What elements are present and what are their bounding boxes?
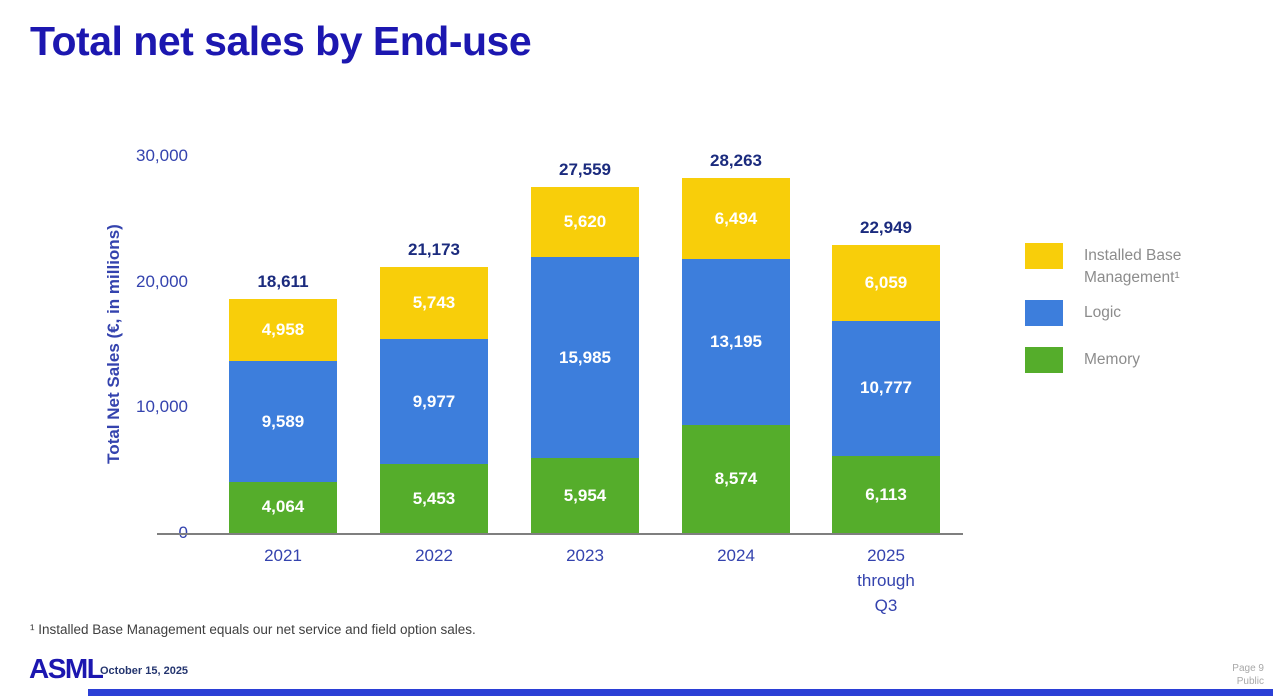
legend-item-logic: Logic [1025, 300, 1121, 326]
segment-value-label: 6,494 [714, 208, 758, 228]
segment-value-label: 9,589 [261, 411, 305, 431]
bar-2025: 6,059 10,777 6,113 [832, 244, 940, 533]
bar-segment-logic: 9,589 [229, 361, 337, 482]
bar-segment-memory: 8,574 [682, 425, 790, 533]
bar-total-label: 21,173 [408, 239, 460, 259]
x-category-label: 2024 [717, 546, 755, 565]
bar-segment-logic: 15,985 [531, 257, 639, 459]
bar-total-label: 18,611 [257, 272, 309, 292]
legend-swatch [1025, 243, 1063, 269]
footnote: ¹ Installed Base Management equals our n… [30, 622, 476, 637]
bar-segment-logic: 10,777 [832, 320, 940, 457]
asml-logo: ASML [29, 653, 104, 684]
segment-value-label: 10,777 [860, 378, 912, 398]
segment-value-label: 4,958 [261, 320, 305, 340]
segment-value-label: 5,954 [563, 485, 607, 505]
x-category-label: 2023 [566, 546, 604, 565]
bar-segment-installed-base-management: 5,743 [380, 266, 488, 340]
bar-segment-installed-base-management: 6,059 [832, 244, 940, 321]
y-tick-label: 30,000 [136, 146, 188, 165]
segment-value-label: 5,620 [563, 211, 607, 231]
legend-swatch [1025, 347, 1063, 373]
y-tick-label: 0 [103, 523, 188, 543]
bar-2022: 5,743 9,977 5,453 [380, 266, 488, 533]
legend-label: Installed Base Management¹ [1084, 247, 1182, 286]
y-tick-label: 20,000 [136, 271, 188, 291]
legend-swatch [1025, 300, 1063, 326]
legend-label: Logic [1084, 304, 1122, 321]
x-category-label: 2021 [264, 546, 302, 565]
y-axis-title: Total Net Sales (€, in millions) [104, 224, 123, 464]
footer-accent-bar [88, 689, 1273, 696]
x-axis-line [157, 533, 963, 535]
segment-value-label: 9,977 [412, 391, 456, 411]
bar-total-label: 28,263 [710, 150, 762, 170]
x-category-label: 2025 through Q3 [857, 546, 915, 615]
bar-total-label: 22,949 [860, 217, 912, 237]
legend-item-memory: Memory [1025, 347, 1140, 373]
bar-2023: 5,620 15,985 5,954 [531, 186, 639, 533]
footer-date: October 15, 2025 [100, 665, 189, 677]
page-title: Total net sales by End-use [30, 18, 532, 64]
classification-label: Public [1236, 676, 1264, 687]
segment-value-label: 8,574 [714, 469, 758, 489]
segment-value-label: 6,059 [864, 272, 908, 292]
legend-label: Memory [1084, 351, 1140, 368]
bar-segment-memory: 5,954 [531, 458, 639, 533]
segment-value-label: 13,195 [710, 332, 762, 352]
segment-value-label: 5,743 [412, 293, 456, 312]
page-number: Page 9 [1232, 663, 1264, 674]
segment-value-label: 6,113 [865, 484, 907, 504]
bar-segment-logic: 9,977 [380, 339, 488, 465]
bar-segment-installed-base-management: 5,620 [531, 186, 639, 258]
bar-2021: 4,958 9,589 4,064 [229, 299, 337, 533]
page-info: Page 9 Public [1232, 662, 1264, 688]
segment-value-label: 15,985 [559, 347, 611, 367]
bar-total-label: 27,559 [559, 159, 611, 179]
bar-segment-memory: 4,064 [229, 481, 337, 533]
y-tick-label: 10,000 [136, 397, 188, 417]
segment-value-label: 4,064 [261, 497, 305, 517]
bar-segment-memory: 5,453 [380, 464, 488, 533]
legend-item-installed-base: Installed Base Management¹ [1025, 243, 1181, 289]
x-category-label: 2022 [415, 546, 453, 565]
bar-segment-installed-base-management: 6,494 [682, 177, 790, 260]
segment-value-label: 5,453 [412, 488, 456, 508]
bar-segment-memory: 6,113 [832, 456, 940, 533]
bar-segment-installed-base-management: 4,958 [229, 299, 337, 362]
bar-2024: 6,494 13,195 8,574 [682, 177, 790, 533]
bar-segment-logic: 13,195 [682, 259, 790, 426]
